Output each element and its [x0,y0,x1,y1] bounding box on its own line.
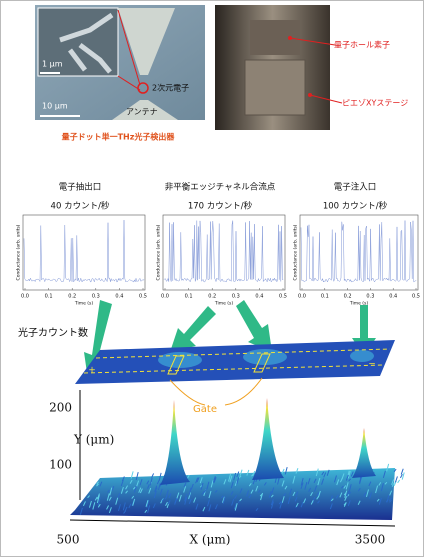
arrow [236,300,272,352]
page-body: {"photo_left": {"scale_small": "1 μm", "… [0,0,424,557]
z-tick: 200 [49,401,72,415]
texture-stroke [398,480,400,483]
trace-x-tick: 0.1 [321,294,329,300]
trace-x-tick: 0.0 [298,294,306,300]
x-tick: 500 [57,533,80,547]
trace-x-tick: 0.3 [232,294,240,300]
texture-stroke [402,472,404,479]
map-label: 光子カウント数 [18,326,88,339]
scale-label: 10 μm [42,102,68,111]
z-axis-label: Y (μm) [73,433,114,447]
texture-stroke [401,469,403,475]
trace-x-tick: 0.5 [139,294,147,300]
surface-peak [160,400,190,485]
count-map [75,340,395,384]
surface-peak [252,398,284,480]
trace-x-tick: 0.4 [255,294,263,300]
pointer-dot [288,36,292,40]
trace-x-tick: 0.4 [389,294,397,300]
trace-x-tick: 0.0 [21,294,29,300]
trace-panels: 電子抽出口 40 カウント/秒 Conductance (arb. units) 0.… [16,182,420,307]
arrow [170,306,216,352]
label-2deg: 2次元電子 [152,83,189,93]
label-stage: ピエゾXYステージ [342,99,408,108]
trace-x-tick: 0.0 [161,294,169,300]
trace-x-tick: 0.3 [366,294,374,300]
trace-title: 電子抽出口 [59,182,102,193]
trace-y-label: Conductance (arb. units) [156,224,162,280]
trace-title: 電子注入口 [334,182,377,193]
sample-holder [250,20,300,55]
trace-y-label: Conductance (arb. units) [16,224,22,280]
trace-x-tick: 0.1 [45,294,53,300]
z-tick: 100 [49,458,72,472]
x-axis-label: X (μm) [190,533,231,547]
hotspot [243,349,287,365]
trace-rate: 170 カウント/秒 [188,201,253,212]
trace-x-label: Time (s) [74,301,94,307]
trace-x-tick: 0.4 [115,294,123,300]
trace-rate: 100 カウント/秒 [323,201,388,212]
page: THz photon detector figure html, body { … [0,0,424,557]
x-axis [70,520,395,526]
stage-block [245,60,305,115]
gate-label: Gate [193,404,217,415]
label-hall: 量子ホール素子 [334,40,390,50]
trace-y-label: Conductance (arb. units) [293,224,299,280]
label-antenna: アンテナ [126,108,158,117]
trace-rate: 40 カウント/秒 [51,201,110,212]
gate-pointer [170,378,262,405]
trace-x-tick: 0.2 [68,294,76,300]
plus-sign: + [88,366,96,376]
scale-label: 1 μm [42,60,63,69]
trace-x-tick: 0.2 [344,294,352,300]
texture-stroke [400,474,402,478]
trace-x-tick: 0.1 [185,294,193,300]
caption: 量子ドット単一THz光子検出器 [62,132,176,142]
trace-x-tick: 0.5 [412,294,420,300]
trace-x-tick: 0.3 [92,294,100,300]
pointer-dot [308,93,312,97]
trace-x-label: Time (s) [214,301,234,307]
figure: 1 μm 2次元電子 10 μm アンテナ 量子ドット単一THz光子検出器 量子… [0,0,424,557]
trace-x-tick: 0.5 [279,294,287,300]
trace-x-tick: 0.2 [208,294,216,300]
trace-title: 非平衡エッジチャネル合流点 [165,182,276,193]
minus-sign: − [368,360,376,370]
x-tick: 3500 [355,533,386,547]
